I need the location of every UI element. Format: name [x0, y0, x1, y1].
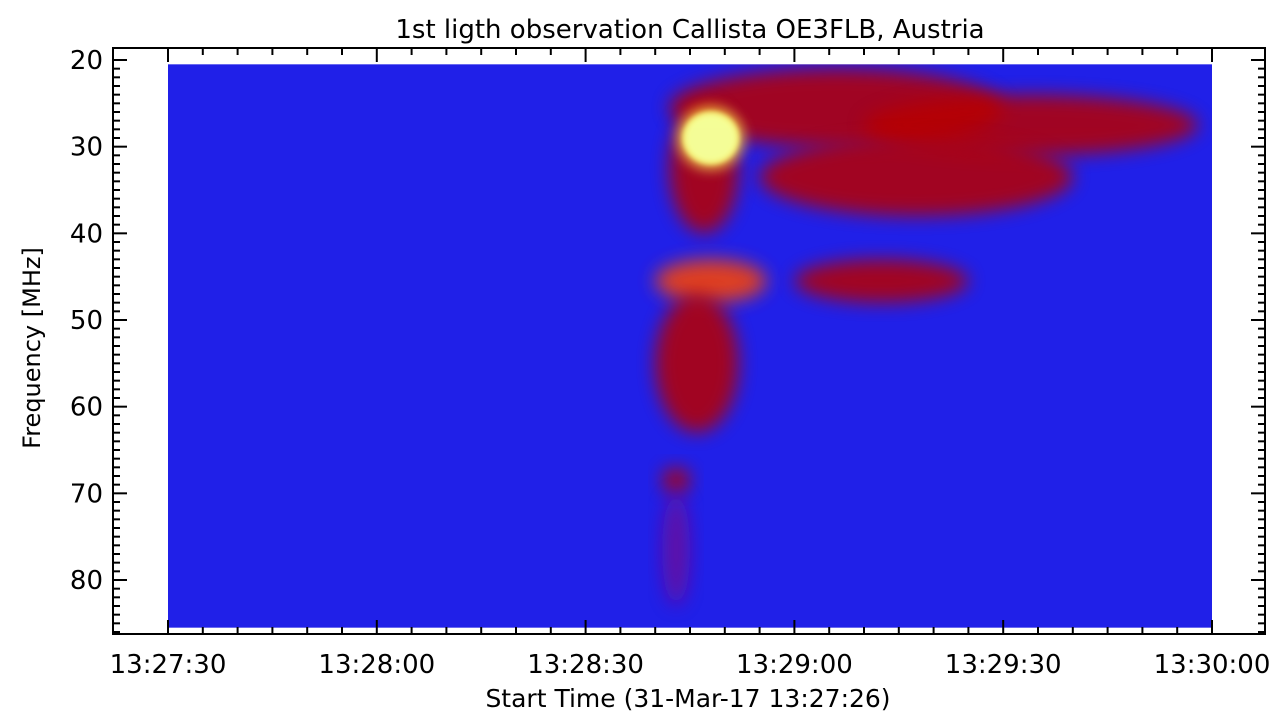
emission-region: [655, 259, 767, 303]
emission-layer: [655, 68, 1199, 606]
x-tick-label: 13:29:00: [736, 650, 853, 680]
emission-peak: [685, 114, 737, 162]
emission-region: [662, 467, 691, 494]
y-tick-label: 70: [70, 479, 103, 509]
x-axis-label: Start Time (31-Mar-17 13:27:26): [485, 684, 890, 713]
emission-region: [794, 259, 969, 303]
y-tick-label: 50: [70, 306, 103, 336]
y-tick-label: 40: [70, 219, 103, 249]
y-tick-label: 60: [70, 393, 103, 423]
emission-region: [655, 294, 739, 433]
plot-area: 20 30 40 50 60 70 80 13:27:30 13:28:00 13:28:30 13…: [70, 46, 1270, 680]
y-tick-label: 80: [70, 566, 103, 596]
x-tick-label: 13:27:30: [110, 650, 227, 680]
emission-region: [662, 493, 691, 606]
x-tick-label: 13:30:00: [1154, 650, 1271, 680]
x-tick-label: 13:28:30: [527, 650, 644, 680]
emission-region: [759, 138, 1073, 216]
y-axis-label: Frequency [MHz]: [18, 247, 46, 449]
y-tick-label: 30: [70, 133, 103, 163]
y-tick-label: 20: [70, 46, 103, 76]
x-tick-label: 13:28:00: [318, 650, 435, 680]
x-tick-label: 13:29:30: [945, 650, 1062, 680]
chart-title: 1st ligth observation Callista OE3FLB, A…: [395, 15, 984, 45]
